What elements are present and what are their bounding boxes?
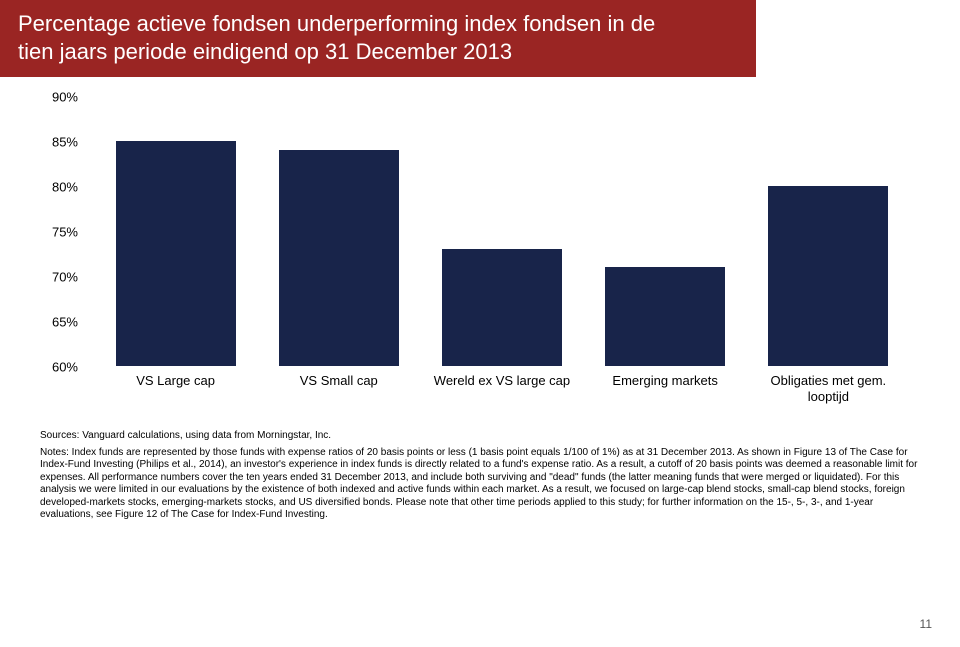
y-tick-label: 75% — [52, 225, 78, 240]
bar — [442, 249, 562, 366]
x-axis-label: Emerging markets — [590, 373, 740, 404]
bar — [605, 267, 725, 366]
slide-page: Percentage actieve fondsen underperformi… — [0, 0, 960, 647]
x-axis: VS Large cap VS Small cap Wereld ex VS lar… — [84, 367, 920, 404]
x-axis-label: VS Small cap — [264, 373, 414, 404]
page-number: 11 — [920, 617, 932, 631]
plot-area — [84, 97, 920, 367]
footnote-block: Sources: Vanguard calculations, using da… — [0, 404, 960, 522]
bar — [279, 150, 399, 366]
y-tick-label: 65% — [52, 315, 78, 330]
title-line-1: Percentage actieve fondsen underperformi… — [18, 11, 655, 36]
bar-chart: 60%65%70%75%80%85%90% — [40, 97, 920, 367]
y-tick-label: 70% — [52, 270, 78, 285]
chart-container: 60% 65% 70% 75% 80% 85% 90% VS Large cap VS Sma… — [0, 77, 960, 404]
y-axis: 60%65%70%75%80%85%90% — [40, 97, 84, 367]
source-line: Sources: Vanguard calculations, using da… — [40, 430, 920, 443]
y-tick-label: 60% — [52, 360, 78, 375]
title-line-2: tien jaars periode eindigend op 31 Decem… — [18, 39, 512, 64]
bars-group — [84, 97, 920, 366]
x-axis-label: VS Large cap — [101, 373, 251, 404]
y-tick-label: 80% — [52, 180, 78, 195]
y-tick-label: 90% — [52, 90, 78, 105]
title-bar: Percentage actieve fondsen underperformi… — [0, 0, 756, 77]
x-axis-label: Obligaties met gem. looptijd — [753, 373, 903, 404]
y-tick-label: 85% — [52, 135, 78, 150]
notes-text: Notes: Index funds are represented by th… — [40, 447, 920, 522]
bar — [768, 186, 888, 366]
bar — [116, 141, 236, 366]
x-axis-label: Wereld ex VS large cap — [427, 373, 577, 404]
